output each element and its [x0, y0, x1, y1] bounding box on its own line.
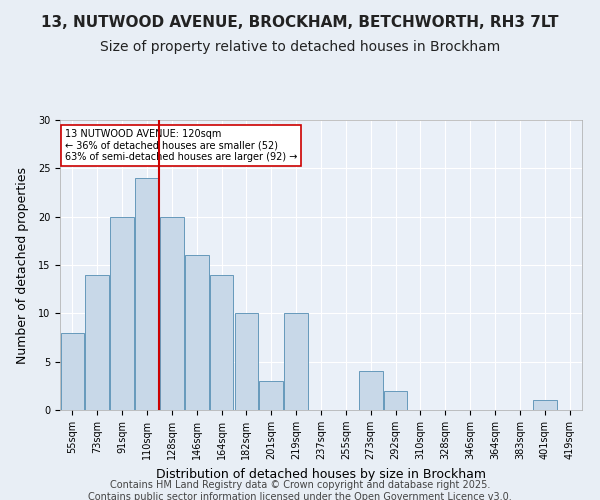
- Bar: [284, 314, 308, 410]
- Text: 13 NUTWOOD AVENUE: 120sqm
← 36% of detached houses are smaller (52)
63% of semi-: 13 NUTWOOD AVENUE: 120sqm ← 36% of detac…: [65, 128, 298, 162]
- Bar: [235, 314, 258, 410]
- Bar: [135, 178, 159, 410]
- Text: 13, NUTWOOD AVENUE, BROCKHAM, BETCHWORTH, RH3 7LT: 13, NUTWOOD AVENUE, BROCKHAM, BETCHWORTH…: [41, 15, 559, 30]
- Bar: [259, 381, 283, 410]
- Bar: [210, 274, 233, 410]
- X-axis label: Distribution of detached houses by size in Brockham: Distribution of detached houses by size …: [156, 468, 486, 480]
- Bar: [160, 216, 184, 410]
- Text: Contains HM Land Registry data © Crown copyright and database right 2025.
Contai: Contains HM Land Registry data © Crown c…: [88, 480, 512, 500]
- Bar: [61, 332, 84, 410]
- Bar: [359, 372, 383, 410]
- Bar: [533, 400, 557, 410]
- Bar: [185, 256, 209, 410]
- Y-axis label: Number of detached properties: Number of detached properties: [16, 166, 29, 364]
- Text: Size of property relative to detached houses in Brockham: Size of property relative to detached ho…: [100, 40, 500, 54]
- Bar: [384, 390, 407, 410]
- Bar: [85, 274, 109, 410]
- Bar: [110, 216, 134, 410]
